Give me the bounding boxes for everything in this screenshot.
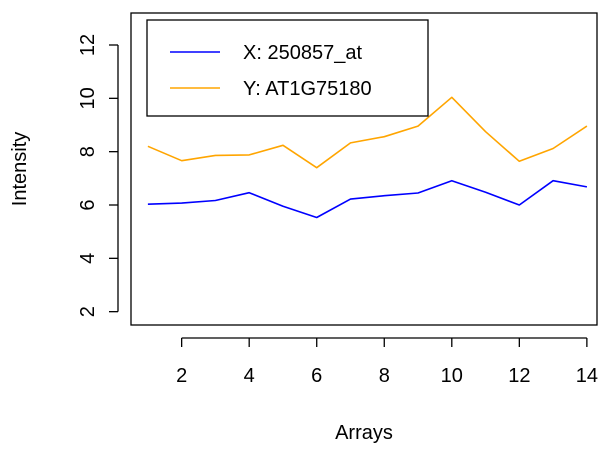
y-tick-label: 8 [77,146,99,157]
legend-box [146,19,429,117]
legend: X: 250857_at Y: AT1G75180 [146,19,429,117]
x-tick-label: 2 [176,365,187,387]
x-axis: 2 4 6 8 10 12 14 [176,337,598,387]
x-axis-title: Arrays [335,422,393,444]
x-tick-label: 4 [244,365,255,387]
y-axis: 2 4 6 8 10 12 [77,34,119,317]
series-layer [147,96,588,219]
legend-label-2: Y: AT1G75180 [243,78,372,100]
x-tick-label: 12 [508,365,530,387]
y-tick-label: 12 [77,34,99,56]
x-tick-label: 6 [311,365,322,387]
series-line-2 [147,96,588,169]
y-tick-label: 2 [77,306,99,317]
series-line-1 [147,179,588,219]
y-axis-title: Intensity [9,132,31,206]
legend-label-1: X: 250857_at [243,42,362,64]
y-tick-label: 6 [77,199,99,210]
y-tick-label: 4 [77,253,99,264]
y-tick-label: 10 [77,87,99,109]
x-tick-label: 8 [379,365,390,387]
x-tick-label: 10 [441,365,463,387]
x-tick-label: 14 [576,365,598,387]
plot-frame [130,12,598,326]
